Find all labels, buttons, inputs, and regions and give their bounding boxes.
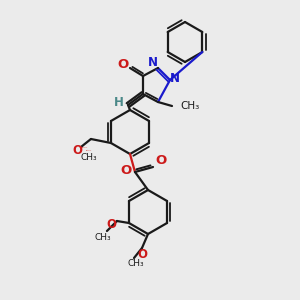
Text: N: N bbox=[148, 56, 158, 70]
Text: CH₃: CH₃ bbox=[128, 260, 144, 268]
Text: O: O bbox=[120, 164, 132, 176]
Text: methoxy: methoxy bbox=[86, 149, 92, 151]
Text: CH₃: CH₃ bbox=[94, 232, 111, 242]
Text: CH₃: CH₃ bbox=[81, 154, 97, 163]
Text: O: O bbox=[117, 58, 129, 70]
Text: O: O bbox=[106, 218, 116, 232]
Text: N: N bbox=[170, 71, 180, 85]
Text: H: H bbox=[114, 95, 124, 109]
Text: O: O bbox=[155, 154, 167, 166]
Text: O: O bbox=[137, 248, 147, 260]
Text: methoxy: methoxy bbox=[82, 146, 88, 148]
Text: O: O bbox=[72, 143, 82, 157]
Text: CH₃: CH₃ bbox=[180, 101, 199, 111]
